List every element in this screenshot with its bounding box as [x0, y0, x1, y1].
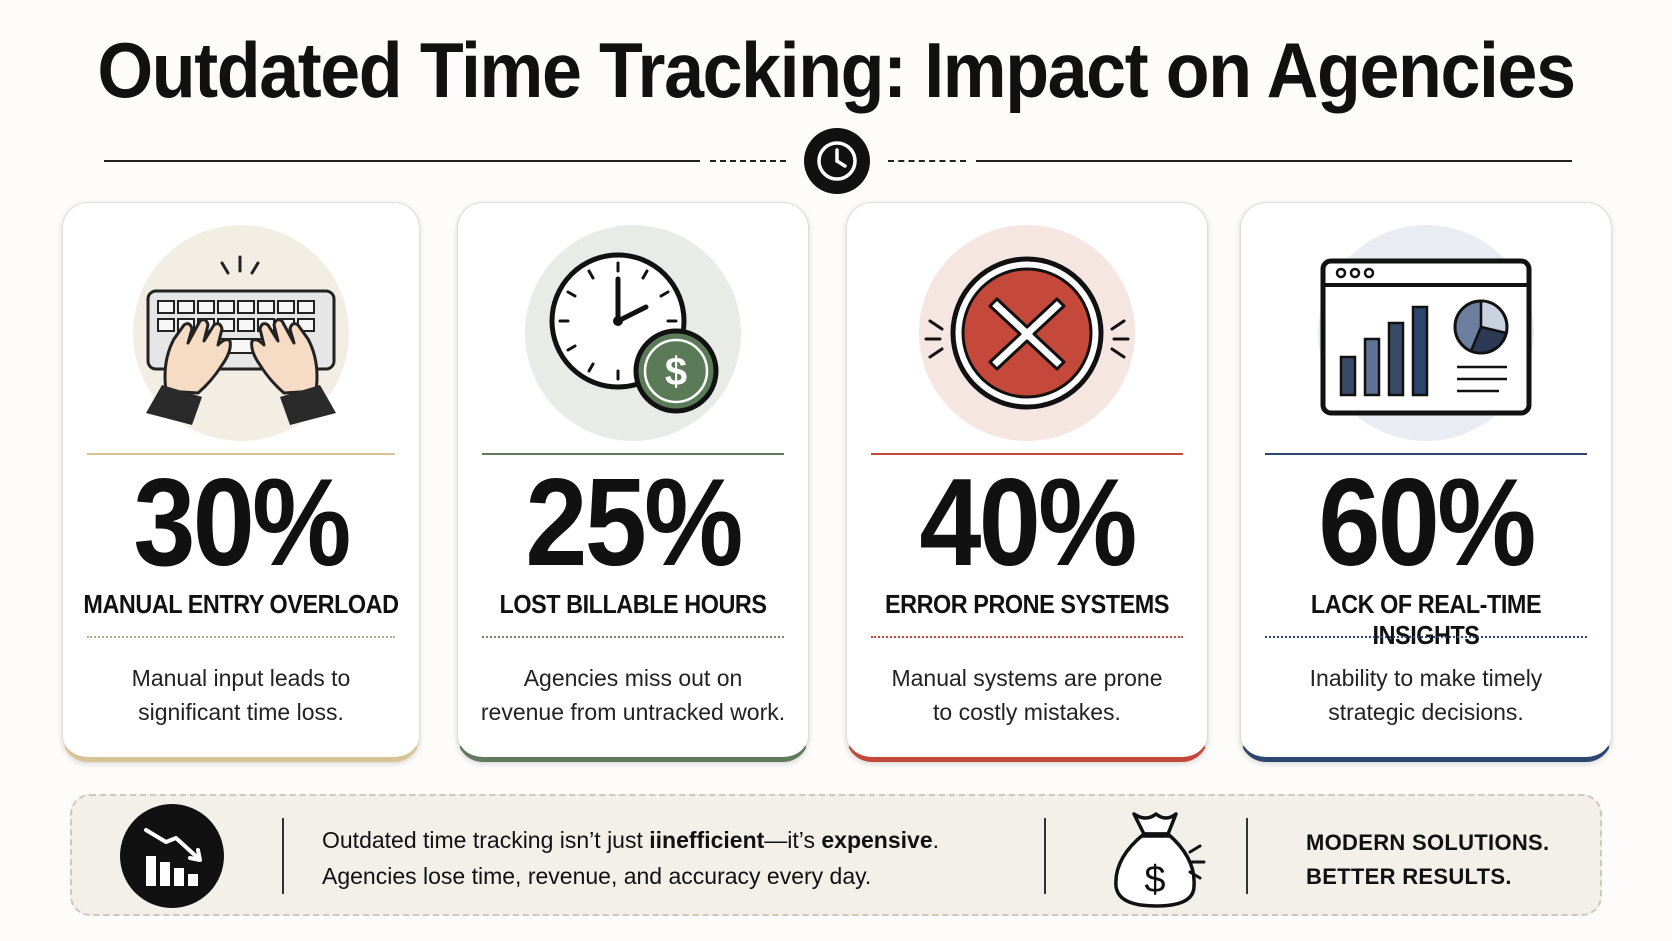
card-divider: [482, 453, 784, 455]
stat-percent: 40%: [919, 454, 1137, 592]
stat-description: Manual systems are prone to costly mista…: [867, 661, 1187, 729]
svg-text:$: $: [1144, 859, 1165, 901]
error-x-icon: [912, 221, 1142, 441]
card-dotted-divider: [1265, 636, 1587, 638]
stat-percent: 25%: [525, 454, 743, 592]
stat-label: MANUAL ENTRY OVERLOAD: [83, 589, 399, 619]
title-divider-left: [104, 160, 700, 162]
stat-card-real-time-insights: 60% LACK OF REAL-TIME INSIGHTS Inability…: [1240, 202, 1612, 762]
desc-line-2: to costly mistakes.: [933, 699, 1121, 725]
stat-description: Agencies miss out on revenue from untrac…: [478, 661, 788, 729]
stat-card-error-prone: 40% ERROR PRONE SYSTEMS Manual systems a…: [846, 202, 1208, 762]
desc-line-2: significant time loss.: [138, 699, 344, 725]
title-divider-dash-right: [888, 160, 966, 162]
stat-percent: 60%: [1318, 454, 1536, 592]
summary-emphasis: iinefficient: [649, 827, 765, 853]
title-divider-right: [976, 160, 1572, 162]
clock-icon: [804, 128, 870, 194]
summary-line-1: Outdated time tracking isn’t just iineff…: [322, 822, 939, 858]
summary-banner: Outdated time tracking isn’t just iineff…: [70, 794, 1602, 916]
desc-line-1: Manual input leads to: [131, 665, 351, 691]
money-bag-icon: $: [1106, 806, 1206, 910]
stat-description: Inability to make timely strategic decis…: [1261, 661, 1591, 729]
svg-text:$: $: [665, 350, 687, 394]
desc-line-1: Manual systems are prone: [891, 665, 1163, 691]
desc-line-2: revenue from untracked work.: [480, 699, 786, 725]
card-dotted-divider: [87, 636, 395, 638]
card-divider: [87, 453, 395, 455]
stat-label: ERROR PRONE SYSTEMS: [884, 589, 1170, 619]
card-dotted-divider: [871, 636, 1183, 638]
page-title: Outdated Time Tracking: Impact on Agenci…: [97, 26, 1576, 114]
summary-emphasis: expensive: [821, 827, 933, 853]
stat-percent: 30%: [133, 454, 351, 592]
card-dotted-divider: [482, 636, 784, 638]
stat-description: Manual input leads to significant time l…: [83, 661, 399, 729]
desc-line-1: Agencies miss out on: [523, 665, 743, 691]
keyboard-typing-icon: [126, 221, 356, 441]
dashboard-chart-icon: [1311, 221, 1541, 441]
cta-line-1: MODERN SOLUTIONS.: [1306, 830, 1550, 855]
banner-divider: [282, 818, 284, 894]
declining-chart-icon: [120, 804, 224, 908]
stat-label: LACK OF REAL-TIME INSIGHTS: [1310, 589, 1542, 650]
stat-card-billable-hours: $ 25% LOST BILLABLE HOURS Agencies miss …: [457, 202, 809, 762]
card-divider: [871, 453, 1183, 455]
banner-divider: [1044, 818, 1046, 894]
title-divider-dash-left: [710, 160, 786, 162]
desc-line-2: strategic decisions.: [1328, 699, 1524, 725]
cta-line-2: BETTER RESULTS.: [1306, 864, 1512, 889]
summary-text: .: [932, 827, 940, 853]
summary-line-2: Agencies lose time, revenue, and accurac…: [322, 863, 872, 889]
stat-card-manual-entry: 30% MANUAL ENTRY OVERLOAD Manual input l…: [62, 202, 420, 762]
card-divider: [1265, 453, 1587, 455]
call-to-action: MODERN SOLUTIONS. BETTER RESULTS.: [1306, 826, 1549, 894]
summary-text: Outdated time tracking isn’t just: [322, 827, 650, 853]
banner-divider: [1246, 818, 1248, 894]
desc-line-1: Inability to make timely: [1309, 665, 1543, 691]
stat-label: LOST BILLABLE HOURS: [499, 589, 767, 619]
summary-text: —it’s: [764, 827, 822, 853]
summary-message: Outdated time tracking isn’t just iineff…: [322, 822, 939, 894]
clock-dollar-icon: $: [518, 221, 748, 441]
